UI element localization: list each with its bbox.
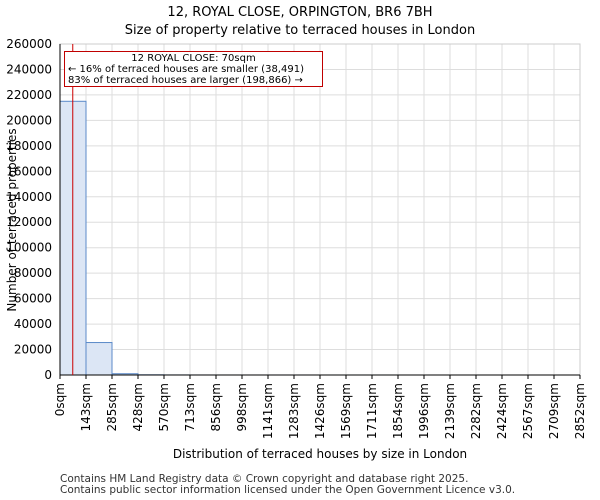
x-tick-label: 2852sqm [573, 383, 587, 439]
y-tick-label: 240000 [6, 62, 52, 76]
y-tick-label: 20000 [14, 343, 52, 357]
y-tick-label: 160000 [6, 164, 52, 178]
x-tick-label: 1569sqm [339, 383, 353, 439]
y-tick-label: 40000 [14, 317, 52, 331]
y-ticks: 0 20000 40000 60000 80000 100000 120000 140000 1… [6, 37, 52, 382]
x-tick-label: 998sqm [235, 383, 249, 431]
x-tick-label: 1426sqm [313, 383, 327, 439]
x-tick-label: 1711sqm [365, 383, 379, 439]
x-tick-label: 2709sqm [547, 383, 561, 439]
x-tick-label: 285sqm [105, 383, 119, 431]
x-tick-label: 2424sqm [495, 383, 509, 439]
x-tick-label: 428sqm [131, 383, 145, 431]
footer-copyright: Contains HM Land Registry data © Crown c… [60, 473, 469, 485]
annotation-smaller: ← 16% of terraced houses are smaller (38… [68, 64, 304, 75]
y-tick-label: 120000 [6, 215, 52, 229]
x-tick-label: 2139sqm [443, 383, 457, 439]
y-tick-label: 60000 [14, 292, 52, 306]
x-tick-label: 143sqm [79, 383, 93, 431]
footer-licence: Contains public sector information licen… [60, 484, 516, 496]
x-tick-label: 713sqm [183, 383, 197, 431]
annotation-larger: 83% of terraced houses are larger (198,8… [68, 75, 303, 86]
x-ticks: 0sqm 143sqm 285sqm 428sqm 570sqm 713sqm 856sqm… [53, 375, 587, 439]
x-tick-label: 1854sqm [391, 383, 405, 439]
x-tick-label: 1996sqm [417, 383, 431, 439]
y-tick-label: 0 [44, 368, 52, 382]
property-annotation: 12 ROYAL CLOSE: 70sqm ← 16% of terraced … [64, 51, 323, 87]
y-axis-label: Number of terraced properties [5, 128, 19, 311]
bars [59, 100, 399, 376]
x-tick-label: 2282sqm [469, 383, 483, 439]
y-tick-label: 180000 [6, 139, 52, 153]
y-tick-label: 140000 [6, 190, 52, 204]
x-tick-label: 2567sqm [521, 383, 535, 439]
y-tick-label: 220000 [6, 88, 52, 102]
annotation-title: 12 ROYAL CLOSE: 70sqm [131, 53, 256, 64]
x-tick-label: 856sqm [209, 383, 223, 431]
y-tick-label: 100000 [6, 241, 52, 255]
y-tick-label: 80000 [14, 266, 52, 280]
gridlines [59, 43, 581, 376]
bar [85, 342, 113, 376]
x-tick-label: 570sqm [157, 383, 171, 431]
x-tick-label: 1283sqm [287, 383, 301, 439]
y-tick-label: 200000 [6, 113, 52, 127]
chart-title: 12, ROYAL CLOSE, ORPINGTON, BR6 7BH [167, 5, 433, 20]
y-tick-label: 260000 [6, 37, 52, 51]
chart-subtitle: Size of property relative to terraced ho… [124, 23, 476, 38]
x-tick-label: 0sqm [53, 383, 67, 416]
x-tick-label: 1141sqm [261, 383, 275, 439]
x-axis-label: Distribution of terraced houses by size … [173, 447, 467, 461]
